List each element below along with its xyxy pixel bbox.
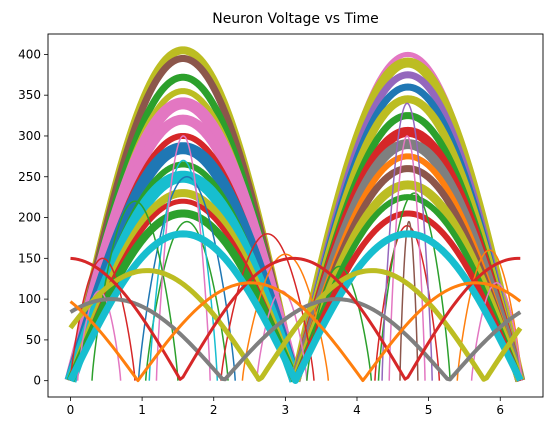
y-tick-label: 100 bbox=[18, 292, 41, 306]
series-line-28 bbox=[148, 159, 219, 381]
series-line-33 bbox=[388, 135, 426, 381]
x-tick-label: 2 bbox=[210, 403, 218, 417]
series-line-46 bbox=[69, 297, 522, 382]
series-line-48 bbox=[69, 281, 522, 383]
series-line-26 bbox=[144, 220, 229, 381]
series-line-41 bbox=[306, 265, 373, 381]
x-tick-label: 3 bbox=[282, 403, 290, 417]
plot-frame bbox=[47, 33, 544, 398]
series-line-27 bbox=[137, 176, 236, 381]
y-tick-label: 0 bbox=[33, 374, 41, 388]
y-tick-label: 350 bbox=[18, 88, 41, 102]
series-line-43 bbox=[470, 282, 523, 381]
series-line-44 bbox=[67, 230, 524, 384]
y-tick-label: 200 bbox=[18, 211, 41, 225]
series-line-25 bbox=[292, 210, 524, 382]
y-tick-label: 250 bbox=[18, 170, 41, 184]
x-tick-label: 6 bbox=[496, 403, 504, 417]
chart-title: Neuron Voltage vs Time bbox=[212, 11, 379, 27]
y-tick-label: 50 bbox=[26, 333, 41, 347]
x-tick-label: 0 bbox=[67, 403, 75, 417]
x-tick-label: 5 bbox=[425, 403, 433, 417]
series-layer bbox=[64, 46, 526, 384]
y-axis-ticks: 0 50 100 150 200 250 300 350 400 bbox=[18, 47, 48, 388]
series-line-42 bbox=[456, 249, 523, 381]
x-tick-label: 1 bbox=[138, 403, 146, 417]
series-line-45 bbox=[68, 268, 523, 382]
series-line-36 bbox=[91, 200, 179, 381]
y-tick-label: 400 bbox=[18, 47, 41, 61]
x-axis-ticks: 0 1 2 3 4 5 6 bbox=[67, 397, 504, 417]
x-tick-label: 4 bbox=[353, 403, 361, 417]
series-line-47 bbox=[70, 256, 521, 381]
series-line-12 bbox=[66, 209, 300, 383]
series-line-32 bbox=[381, 102, 433, 381]
y-tick-label: 300 bbox=[18, 129, 41, 143]
y-tick-label: 150 bbox=[18, 251, 41, 265]
series-line-37 bbox=[76, 290, 122, 381]
